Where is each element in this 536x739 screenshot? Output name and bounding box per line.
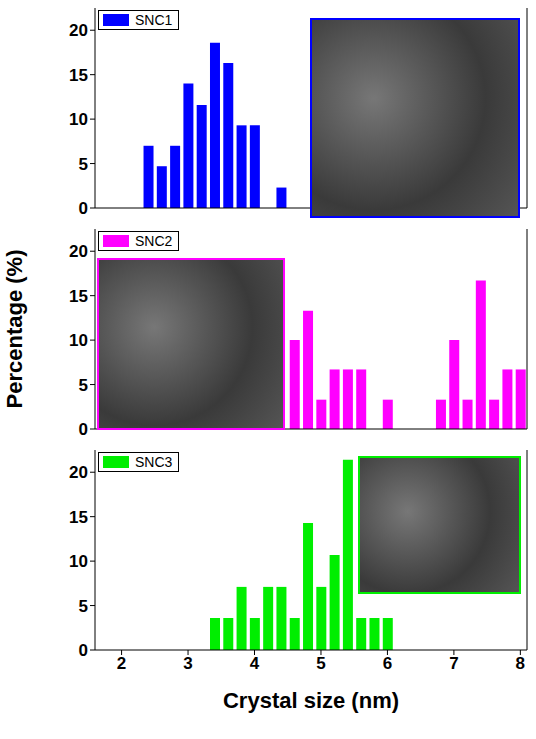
svg-text:6: 6 bbox=[383, 654, 392, 673]
svg-text:2: 2 bbox=[117, 654, 126, 673]
svg-text:3: 3 bbox=[183, 654, 192, 673]
svg-text:5: 5 bbox=[79, 155, 88, 174]
svg-text:0: 0 bbox=[79, 641, 88, 660]
svg-text:15: 15 bbox=[69, 66, 88, 85]
svg-text:4: 4 bbox=[250, 654, 260, 673]
svg-text:10: 10 bbox=[69, 331, 88, 350]
svg-text:5: 5 bbox=[79, 597, 88, 616]
svg-text:0: 0 bbox=[79, 420, 88, 439]
svg-text:Crystal size (nm): Crystal size (nm) bbox=[223, 688, 399, 713]
html-text:SNC1: SNC1 bbox=[135, 12, 173, 28]
svg-text:10: 10 bbox=[69, 552, 88, 571]
svg-text:Percentage (%): Percentage (%) bbox=[2, 250, 27, 409]
svg-text:5: 5 bbox=[316, 654, 325, 673]
html-text:SNC2: SNC2 bbox=[135, 233, 173, 249]
svg-text:10: 10 bbox=[69, 110, 88, 129]
svg-text:20: 20 bbox=[69, 242, 88, 261]
svg-text:20: 20 bbox=[69, 463, 88, 482]
svg-text:15: 15 bbox=[69, 508, 88, 527]
svg-text:7: 7 bbox=[449, 654, 458, 673]
svg-text:0: 0 bbox=[79, 199, 88, 218]
svg-text:5: 5 bbox=[79, 376, 88, 395]
html-text:SNC3: SNC3 bbox=[135, 454, 173, 470]
svg-text:15: 15 bbox=[69, 287, 88, 306]
svg-text:20: 20 bbox=[69, 21, 88, 40]
svg-text:8: 8 bbox=[516, 654, 525, 673]
